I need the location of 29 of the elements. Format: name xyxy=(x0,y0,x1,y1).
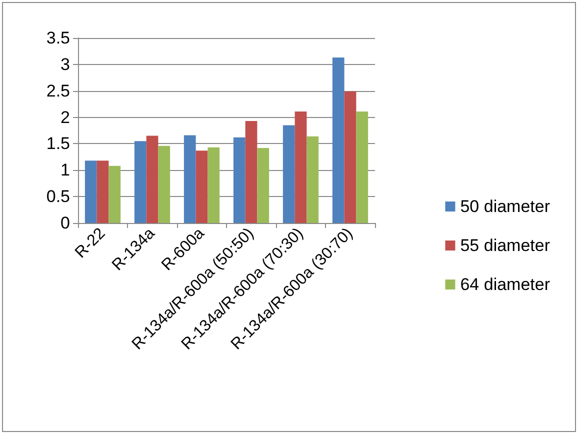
bar xyxy=(184,135,196,223)
bar xyxy=(282,125,295,223)
bar xyxy=(332,58,344,223)
y-tick-label: 1.5 xyxy=(46,134,70,154)
bar xyxy=(158,146,170,223)
bar xyxy=(245,120,258,223)
y-tick-label: 1 xyxy=(60,160,70,180)
bar xyxy=(208,147,220,223)
legend-label: 55 diameter xyxy=(460,236,550,255)
legend-label: 50 diameter xyxy=(460,197,550,216)
y-tick-label: 2.5 xyxy=(46,81,70,100)
bar xyxy=(134,141,146,223)
y-tick-label: 0 xyxy=(60,214,70,232)
bar xyxy=(84,160,97,223)
bar xyxy=(96,160,109,223)
bar xyxy=(146,136,158,223)
bar xyxy=(233,137,246,223)
bar xyxy=(344,91,356,223)
y-tick-label: 3.5 xyxy=(46,28,70,48)
bar xyxy=(257,148,270,223)
bar xyxy=(356,111,368,223)
bar xyxy=(294,111,307,223)
bar xyxy=(108,166,121,223)
bar xyxy=(196,150,208,223)
y-tick-label: 2 xyxy=(60,108,70,127)
legend-label: 64 diameter xyxy=(460,275,550,294)
y-tick-label: 0.5 xyxy=(46,187,70,206)
bar xyxy=(306,136,319,223)
y-tick-label: 3 xyxy=(60,54,70,74)
